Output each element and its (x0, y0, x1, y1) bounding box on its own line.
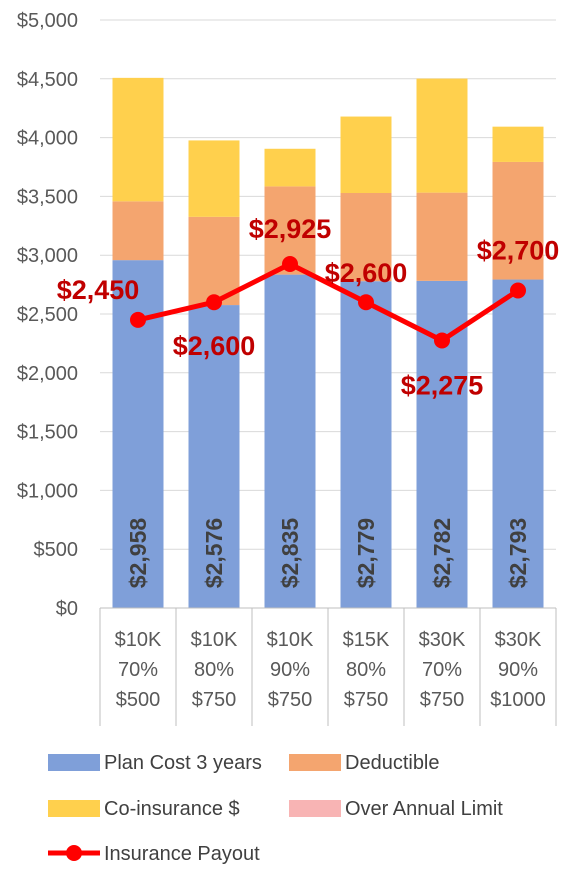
x-tick-label: 80% (346, 659, 386, 681)
y-tick-label: $2,000 (17, 363, 78, 385)
bar-deductible (492, 161, 544, 280)
x-tick-label: 80% (194, 659, 234, 681)
x-tick-label: 90% (498, 659, 538, 681)
y-tick-label: $3,000 (17, 245, 78, 267)
x-tick-label: $500 (116, 689, 161, 711)
bar-co-insurance (112, 77, 164, 202)
payout-marker (130, 311, 146, 328)
x-tick-label: $750 (192, 689, 237, 711)
payout-label: $2,600 (173, 331, 256, 361)
legend-line-marker (66, 845, 82, 861)
y-tick-label: $4,500 (17, 69, 78, 91)
x-tick-label: $750 (268, 689, 313, 711)
payout-line-path (137, 261, 520, 343)
legend-label: Over Annual Limit (345, 798, 503, 820)
bar-labels: $2,958 $2,576 $2,835 $2,779 $2,782 $2,793 (125, 518, 531, 589)
bar-plan-cost-3-years (492, 279, 544, 608)
legend-label: Deductible (345, 752, 440, 774)
legend-label: Insurance Payout (104, 843, 260, 865)
legend: Plan Cost 3 years Deductible Co-insurance … (48, 752, 503, 865)
bar-deductible (188, 216, 240, 306)
x-tick-label: $30K (495, 629, 542, 651)
bar-value-label: $2,779 (353, 518, 379, 588)
bar-co-insurance (416, 78, 468, 193)
payout-label: $2,275 (401, 370, 484, 400)
x-tick-label: $1000 (490, 689, 546, 711)
y-tick-label: $2,500 (17, 304, 78, 326)
x-tick-label: $750 (420, 689, 465, 711)
payout-marker (358, 294, 374, 311)
payout-label: $2,450 (57, 275, 140, 305)
x-tick-label: 70% (118, 659, 158, 681)
legend-swatch (48, 800, 100, 817)
grid-lines (100, 19, 556, 609)
bar-deductible (340, 192, 392, 282)
x-tick-label: $15K (343, 629, 390, 651)
y-tick-label: $1,500 (17, 422, 78, 444)
y-tick-label: $4,000 (17, 128, 78, 150)
x-tick-label: $750 (344, 689, 389, 711)
y-axis: $0 $500 $1,000 $1,500 $2,000 $2,500 $3,000 $3,5… (17, 10, 78, 620)
payout-marker (206, 294, 222, 311)
bar-value-label: $2,793 (505, 518, 531, 588)
x-axis: $10K 70% $500 $10K 80% $750 $10K 90% $750 $15K 80%… (99, 607, 557, 726)
x-tick-label: $10K (115, 629, 162, 651)
y-tick-label: $3,500 (17, 186, 78, 208)
bar-value-label: $2,835 (277, 518, 303, 589)
y-tick-label: $5,000 (17, 10, 78, 32)
x-tick-label: $10K (191, 629, 238, 651)
bar-value-label: $2,576 (201, 518, 227, 588)
bar-deductible (112, 201, 164, 261)
payout-marker (510, 282, 526, 299)
bar-co-insurance (264, 148, 316, 187)
legend-swatch (289, 800, 341, 817)
x-tick-label: $30K (419, 629, 466, 651)
x-tick-label: $10K (267, 629, 314, 651)
legend-swatch (48, 754, 100, 771)
payout-marker (282, 256, 298, 273)
bars (112, 77, 544, 608)
legend-swatch (289, 754, 341, 771)
bar-co-insurance (340, 116, 392, 193)
payout-label: $2,600 (325, 258, 408, 288)
bar-deductible (416, 192, 468, 281)
payout-marker (434, 332, 450, 349)
payout-labels: $2,450 $2,600 $2,925 $2,600 $2,275 $2,700 (57, 214, 560, 400)
x-tick-label: 70% (422, 659, 462, 681)
payout-line (130, 256, 526, 349)
y-tick-label: $0 (56, 598, 78, 620)
payout-label: $2,925 (249, 214, 332, 244)
bar-value-label: $2,958 (125, 518, 151, 589)
bar-plan-cost-3-years (264, 274, 316, 608)
x-tick-label: 90% (270, 659, 310, 681)
legend-label: Co-insurance $ (104, 798, 240, 820)
y-tick-label: $1,000 (17, 480, 78, 502)
bar-co-insurance (188, 140, 240, 217)
payout-label: $2,700 (477, 235, 560, 265)
bar-value-label: $2,782 (429, 518, 455, 588)
bar-plan-cost-3-years (340, 281, 392, 608)
legend-label: Plan Cost 3 years (104, 752, 262, 774)
y-tick-label: $500 (34, 539, 79, 561)
bar-plan-cost-3-years (188, 305, 240, 608)
bar-co-insurance (492, 126, 544, 162)
